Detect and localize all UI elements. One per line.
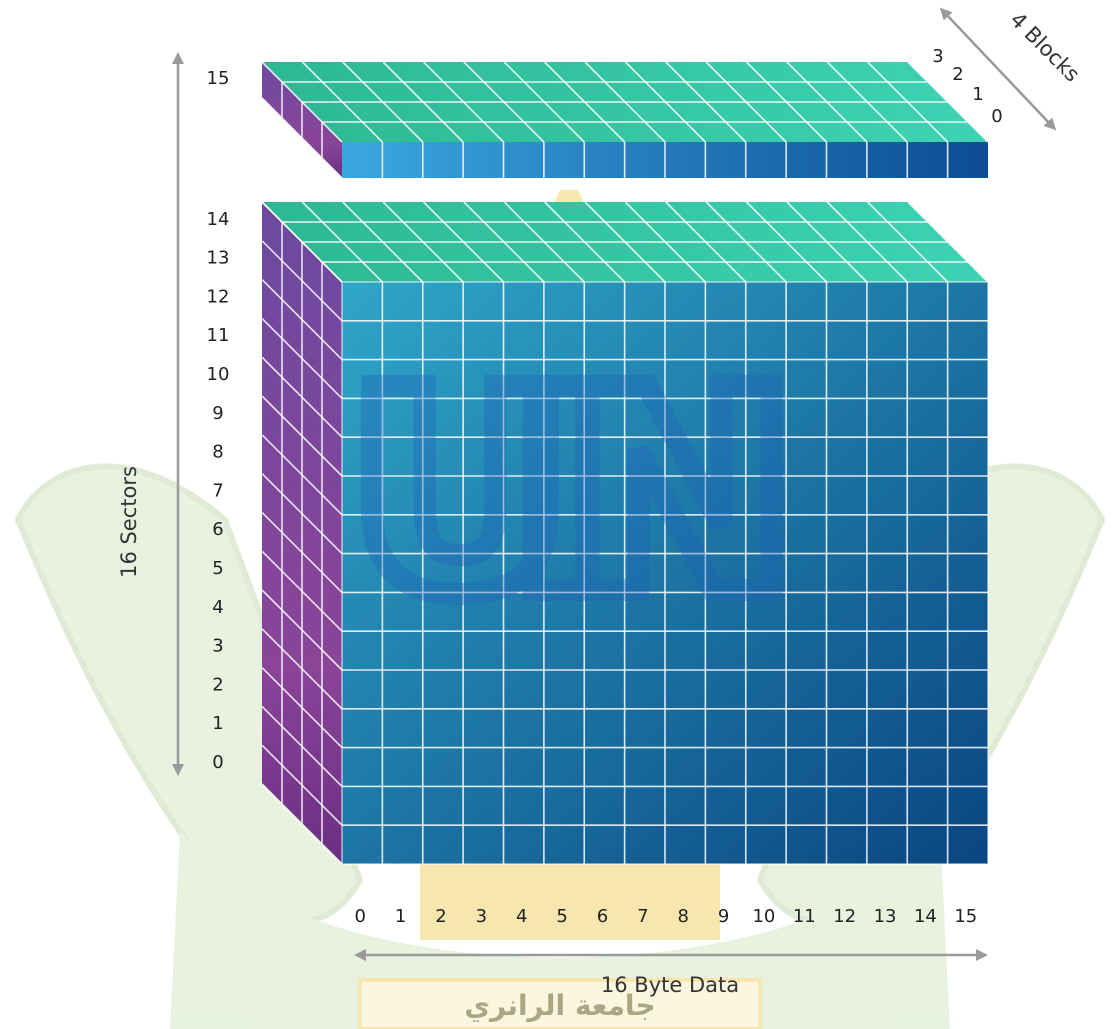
byte-label: 4 — [516, 906, 527, 927]
byte-label: 9 — [718, 906, 729, 927]
sector-label: 15 — [207, 68, 230, 89]
sector15-side-bottom-line — [261, 97, 343, 179]
byte-label: 5 — [556, 906, 567, 927]
sector-label: 13 — [207, 248, 230, 269]
watermark-letters: UIN — [335, 320, 808, 668]
sector-axis-title: 16 Sectors — [117, 466, 141, 578]
block-label: 3 — [932, 46, 943, 67]
byte-label: 12 — [833, 906, 856, 927]
byte-label: 0 — [354, 906, 365, 927]
byte-label: 10 — [752, 906, 775, 927]
sector-label: 9 — [212, 403, 223, 424]
byte-label: 8 — [677, 906, 688, 927]
sector-label: 6 — [212, 519, 223, 540]
block-axis-title: 4 Blocks — [1005, 8, 1084, 87]
block-axis-arrow — [939, 7, 1057, 131]
sector-label: 12 — [207, 286, 230, 307]
byte-label: 13 — [874, 906, 897, 927]
sector-label: 0 — [212, 752, 223, 773]
sector-label: 3 — [212, 636, 223, 657]
sector-label: 4 — [212, 597, 223, 618]
byte-label: 15 — [954, 906, 977, 927]
block-label: 2 — [952, 64, 963, 85]
sector-label: 1 — [212, 713, 223, 734]
block-label: 1 — [972, 84, 983, 105]
logo-caption: جامعة الرانري — [464, 989, 655, 1022]
sector-label: 2 — [212, 674, 223, 695]
watermark-letter: I — [508, 331, 612, 657]
front-outline — [341, 281, 989, 865]
sector-label: 7 — [212, 480, 223, 501]
sector-label: 8 — [212, 442, 223, 463]
block-label: 0 — [991, 106, 1002, 127]
sector-label: 5 — [212, 558, 223, 579]
byte-label: 14 — [914, 906, 937, 927]
watermark-letter: U — [346, 331, 573, 657]
byte-axis-title: 16 Byte Data — [601, 973, 739, 997]
byte-label: 11 — [793, 906, 816, 927]
sector-label: 14 — [207, 209, 230, 230]
watermark-letter: N — [563, 331, 797, 657]
byte-label: 3 — [476, 906, 487, 927]
byte-label: 1 — [395, 906, 406, 927]
sector-label: 11 — [207, 325, 230, 346]
memory-cube — [261, 61, 989, 865]
logo-base-gold — [420, 860, 720, 940]
byte-label: 2 — [435, 906, 446, 927]
sector-label: 10 — [207, 364, 230, 385]
byte-label: 6 — [597, 906, 608, 927]
byte-label: 7 — [637, 906, 648, 927]
logo-caption-plate — [358, 978, 762, 1029]
